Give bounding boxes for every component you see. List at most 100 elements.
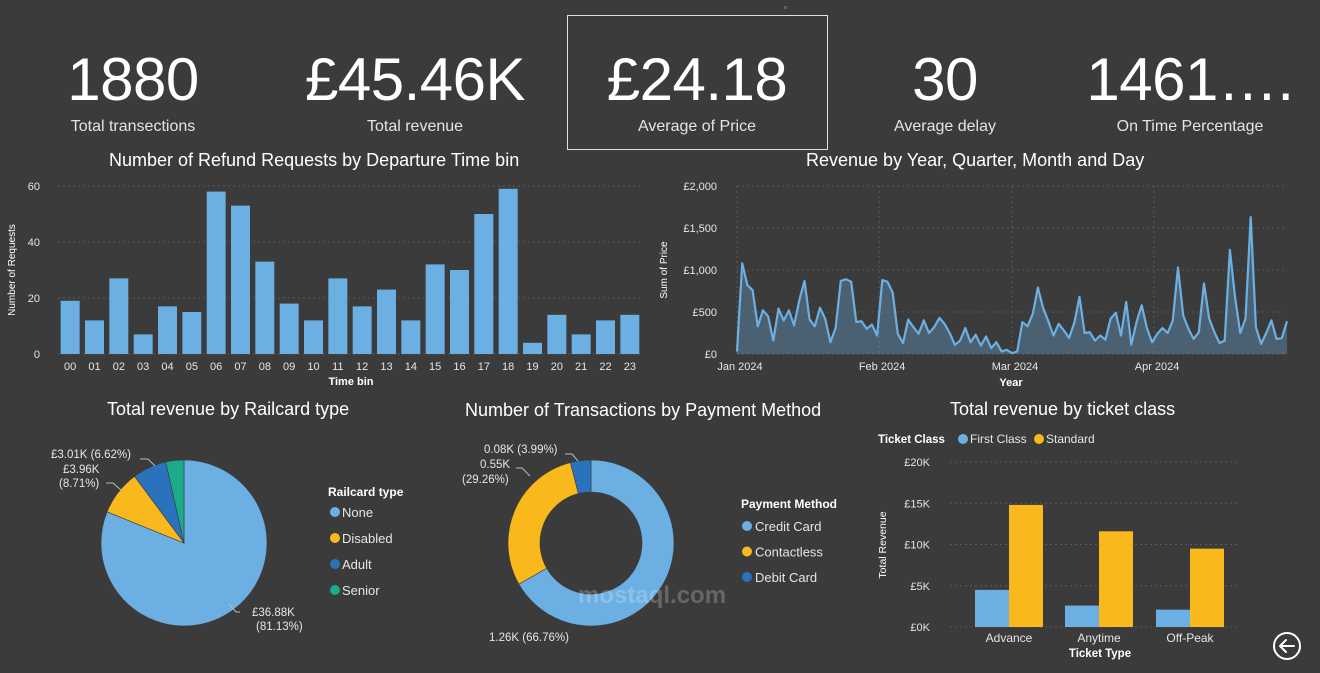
- refunds-x-tick: 17: [478, 361, 490, 373]
- payment-legend-marker: [742, 572, 752, 582]
- ticket-legend-marker: [1034, 434, 1044, 444]
- refunds-x-axis-label: Time bin: [328, 376, 373, 388]
- payment-legend-marker: [742, 521, 752, 531]
- kpi-value: £24.18: [606, 46, 788, 113]
- refunds-x-tick: 01: [88, 361, 100, 373]
- ticket-legend-item: Standard: [1046, 432, 1095, 446]
- revenue-y-tick: £500: [693, 307, 717, 319]
- revenue-y-tick: £1,500: [683, 223, 717, 235]
- ticket-bar: [975, 589, 1009, 627]
- refunds-x-tick: 16: [453, 361, 465, 373]
- refunds-x-tick: 12: [356, 361, 368, 373]
- payment-legend-item: Credit Card: [755, 519, 821, 534]
- refunds-x-tick: 20: [551, 361, 563, 373]
- selected-card-frame: [567, 15, 828, 150]
- refunds-bar: [596, 320, 615, 354]
- refunds-x-tick: 19: [526, 361, 538, 373]
- refunds-x-tick: 14: [405, 361, 417, 373]
- kpi-card-total-revenue[interactable]: £45.46K Total revenue: [290, 42, 540, 136]
- refunds-x-tick: 13: [380, 361, 392, 373]
- refunds-bar: [571, 334, 591, 354]
- kpi-label: Average delay: [894, 118, 996, 135]
- refunds-bar: [279, 303, 299, 354]
- refunds-x-tick: 18: [502, 361, 514, 373]
- ticket-legend-marker: [958, 434, 968, 444]
- railcard-label-disabled: £3.96K: [63, 464, 100, 476]
- revenue-x-tick: Feb 2024: [859, 361, 905, 373]
- revenue-y-tick: £0: [705, 349, 717, 361]
- ticket-x-tick: Off-Peak: [1166, 631, 1214, 645]
- railcard-legend-title: Railcard type: [328, 485, 404, 499]
- refunds-bar: [498, 188, 518, 354]
- payment-slice: [507, 462, 579, 585]
- refunds-bar: [620, 314, 640, 354]
- railcard-legend-marker: [330, 559, 340, 569]
- refunds-bar: [523, 342, 542, 354]
- kpi-card-total-transactions[interactable]: 1880 Total transections: [55, 42, 211, 136]
- refunds-bar: [206, 191, 226, 354]
- refunds-x-tick: 07: [234, 361, 246, 373]
- ticket-bar: [1009, 504, 1043, 627]
- ticket-bar: [1156, 609, 1190, 627]
- refunds-y-tick: 60: [28, 181, 40, 193]
- kpi-value: 1880: [67, 46, 199, 113]
- refunds-x-tick: 11: [332, 361, 343, 373]
- ticket-y-axis-label: Total Revenue: [877, 511, 889, 578]
- back-button[interactable]: [1272, 631, 1302, 661]
- kpi-label: Total transections: [70, 118, 196, 135]
- railcard-legend-marker: [330, 533, 340, 543]
- refunds-x-tick: 09: [283, 361, 295, 373]
- options-icon[interactable]: ▫: [784, 3, 787, 12]
- ticket-y-tick: £15K: [904, 498, 930, 510]
- refunds-y-tick: 0: [34, 349, 40, 361]
- ticketclass-chart-title: Total revenue by ticket class: [950, 399, 1176, 419]
- ticket-legend-item: First Class: [970, 432, 1027, 446]
- payment-leader: [516, 467, 531, 477]
- kpi-value: 30: [912, 46, 978, 113]
- ticket-x-tick: Anytime: [1077, 631, 1121, 645]
- kpi-card-average-price[interactable]: £24.18 Average of Price: [567, 42, 827, 136]
- refunds-y-tick: 20: [28, 293, 40, 305]
- payment-label-contactless: 0.55K: [480, 459, 510, 471]
- payment-leader: [565, 453, 579, 462]
- kpi-card-average-delay[interactable]: 30 Average delay: [880, 42, 1010, 136]
- refunds-bar: [231, 205, 250, 354]
- refunds-bar: [109, 278, 129, 354]
- refunds-x-tick: 03: [137, 361, 149, 373]
- payment-legend-title: Payment Method: [741, 497, 837, 511]
- revenue-line: [735, 216, 1289, 355]
- railcard-leader: [106, 482, 123, 492]
- refunds-bar: [474, 214, 494, 354]
- ticket-y-tick: £5K: [910, 581, 930, 593]
- refunds-bar: [328, 278, 348, 354]
- ticket-x-axis-label: Ticket Type: [1069, 648, 1131, 660]
- kpi-label: On Time Percentage: [1116, 118, 1264, 135]
- kpi-label: Total revenue: [366, 118, 464, 135]
- refunds-bar: [450, 270, 469, 354]
- revenue-x-axis-label: Year: [999, 377, 1023, 389]
- refunds-x-tick: 00: [64, 361, 76, 373]
- ticket-y-tick: £0K: [910, 622, 930, 634]
- kpi-card-on-time-percentage[interactable]: 1461…. On Time Percentage: [1080, 42, 1300, 136]
- payment-chart-title: Number of Transactions by Payment Method: [465, 400, 822, 420]
- payment-label-credit: 1.26K (66.76%): [489, 632, 569, 644]
- ticket-legend-title: Ticket Class: [878, 434, 945, 446]
- ticket-bar: [1099, 531, 1133, 627]
- payment-legend-marker: [742, 546, 752, 557]
- refunds-y-axis-label: Number of Requests: [7, 224, 18, 316]
- watermark-text: mostaql.com: [578, 582, 727, 609]
- revenue-y-tick: £2,000: [683, 181, 717, 193]
- ticket-bar: [1190, 548, 1224, 627]
- ticket-bar: [1065, 605, 1099, 627]
- payment-label-debit: 0.08K (3.99%): [484, 444, 558, 456]
- payment-slice: [570, 459, 592, 494]
- ticket-x-tick: Advance: [986, 631, 1033, 645]
- refunds-x-tick: 08: [259, 361, 271, 373]
- refunds-x-tick: 22: [599, 361, 611, 373]
- kpi-value: £45.46K: [304, 46, 526, 113]
- refunds-x-tick: 06: [210, 361, 222, 373]
- railcard-legend-item: Disabled: [342, 531, 393, 546]
- refunds-bar: [158, 306, 177, 354]
- kpi-value: 1461….: [1086, 46, 1294, 113]
